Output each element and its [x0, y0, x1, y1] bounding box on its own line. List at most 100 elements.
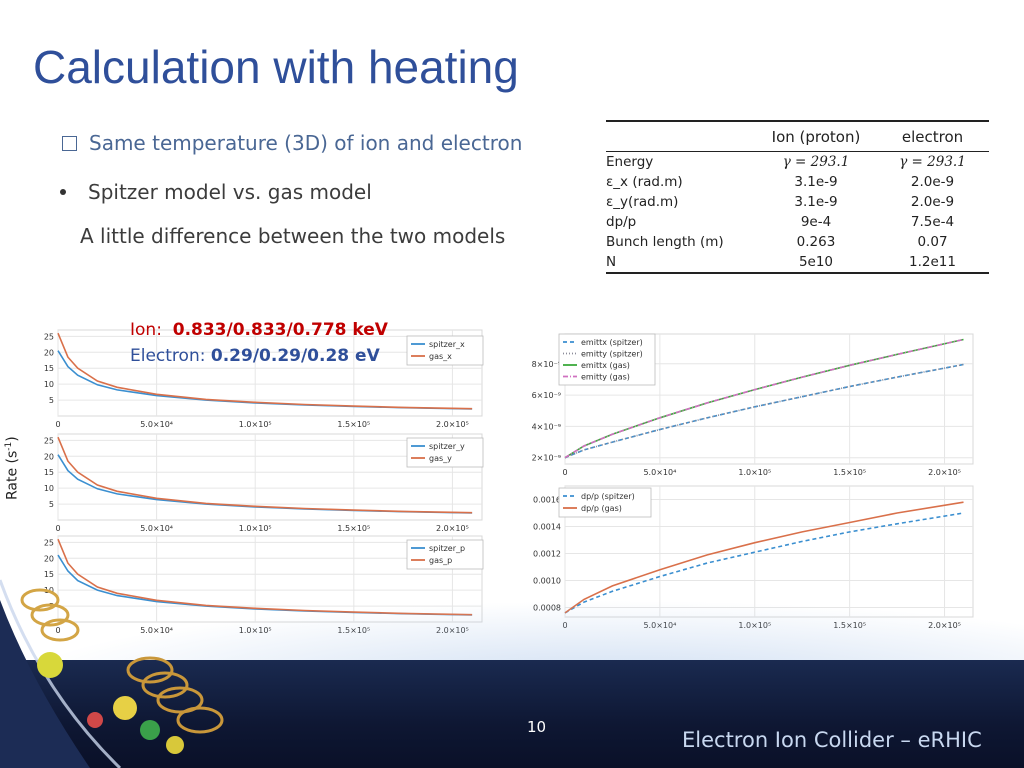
x-tick-label: 2.0×10⁵ — [436, 420, 469, 429]
ion-value: 0.833/0.833/0.778 keV — [172, 320, 388, 340]
rate-label-exponent: -1 — [4, 441, 14, 451]
x-tick-label: 1.0×10⁵ — [239, 524, 272, 533]
rate-label-close: ) — [4, 436, 21, 442]
x-tick-label: 1.5×10⁵ — [833, 468, 866, 477]
y-tick-label: 10 — [44, 484, 54, 493]
legend-entry: spitzer_y — [429, 442, 465, 451]
y-tick-label: 15 — [44, 468, 54, 477]
x-tick-label: 1.0×10⁵ — [738, 468, 771, 477]
series-line — [57, 436, 473, 514]
ion-label: Ion: — [130, 320, 162, 340]
y-tick-label: 0.0012 — [533, 550, 561, 559]
table-header: electron — [876, 120, 989, 152]
series-line — [57, 332, 473, 410]
x-tick-label: 5.0×10⁴ — [140, 420, 173, 429]
legend-entry: gas_p — [429, 556, 452, 565]
legend-entry: emittx (gas) — [581, 361, 630, 370]
parameter-table: Ion (proton) electron Energy γ = 293.1 γ =… — [606, 120, 989, 274]
y-tick-label: 0.0014 — [533, 523, 561, 532]
y-tick-label: 0.0016 — [533, 496, 561, 505]
table-row: dp/p 9e-4 7.5e-4 — [606, 212, 989, 232]
y-tick-label: 2×10⁻⁹ — [532, 454, 561, 463]
x-tick-label: 1.5×10⁵ — [337, 420, 370, 429]
table-row: N 5e10 1.2e11 — [606, 252, 989, 274]
y-tick-label: 25 — [44, 332, 54, 341]
y-tick-label: 6×10⁻⁹ — [532, 391, 561, 400]
bullet-spitzer-vs-gas: Spitzer model vs. gas model — [60, 180, 372, 204]
y-tick-label: 5 — [49, 396, 54, 405]
page-number: 10 — [527, 718, 547, 736]
brand-logo-text: Electron Ion Collider – eRHIC — [682, 728, 982, 752]
table-cell: 0.07 — [917, 233, 948, 250]
electron-label: Electron: — [130, 346, 206, 366]
x-tick-label: 1.5×10⁵ — [337, 524, 370, 533]
legend-entry: dp/p (spitzer) — [581, 492, 635, 501]
legend-entry: gas_x — [429, 352, 452, 361]
y-tick-label: 5 — [49, 500, 54, 509]
bullet-little-difference: A little difference between the two mode… — [80, 224, 506, 248]
x-tick-label: 0 — [55, 420, 60, 429]
y-tick-label: 8×10⁻⁹ — [532, 360, 561, 369]
table-cell: 3.1e-9 — [794, 193, 838, 210]
table-cell: 2.0e-9 — [910, 173, 955, 190]
table-cell: Energy — [606, 153, 654, 170]
table-cell: 7.5e-4 — [910, 213, 955, 230]
y-tick-label: 4×10⁻⁹ — [532, 422, 561, 431]
table-cell: 2.0e-9 — [910, 193, 955, 210]
y-tick-label: 20 — [44, 452, 54, 461]
table-cell: 3.1e-9 — [794, 173, 838, 190]
particle-coils-icon — [20, 588, 224, 754]
table-cell: 1.2e11 — [876, 252, 989, 274]
table-cell: ε_y(rad.m) — [606, 193, 679, 210]
electron-temperature: Electron: 0.29/0.29/0.28 eV — [130, 346, 380, 366]
y-tick-label: 10 — [44, 380, 54, 389]
rate-axis-label: Rate (s-1) — [4, 436, 21, 500]
x-tick-label: 5.0×10⁴ — [140, 524, 173, 533]
y-tick-label: 25 — [44, 436, 54, 445]
legend-entry: spitzer_p — [429, 544, 465, 553]
table-cell: 5e10 — [756, 252, 876, 274]
x-tick-label: 2.0×10⁵ — [436, 524, 469, 533]
footer-arc — [0, 579, 122, 768]
x-tick-label: 0 — [55, 524, 60, 533]
bullet-text: Same temperature (3D) of ion and electro… — [89, 131, 523, 155]
legend-box — [406, 335, 484, 366]
table-cell: 0.263 — [796, 233, 836, 250]
y-tick-label: 15 — [44, 364, 54, 373]
series-line — [564, 501, 964, 614]
series-line — [564, 512, 964, 614]
series-line — [564, 338, 964, 459]
chart-momentum-spread: 05.0×10⁴1.0×10⁵1.5×10⁵2.0×10⁵0.00080.001… — [533, 485, 974, 630]
chart-rate-x: 0 5.0×10⁴ 1.0×10⁵ 1.5×10⁵ 2.0×10⁵ 5 10 15 20 25 sp… — [44, 329, 484, 429]
footer-swoosh — [0, 600, 90, 768]
table-row: ε_y(rad.m) 3.1e-9 2.0e-9 — [606, 192, 989, 212]
y-tick-label: 0.0010 — [533, 577, 561, 586]
rate-label-text: Rate (s — [4, 450, 21, 500]
slide-title: Calculation with heating — [33, 41, 519, 93]
legend-entry: emittx (spitzer) — [581, 338, 643, 347]
legend-entry: emitty (gas) — [581, 373, 630, 382]
legend-entry: emitty (spitzer) — [581, 350, 643, 359]
legend-box — [406, 539, 484, 570]
table-cell: ε_x (rad.m) — [606, 173, 683, 190]
y-tick-label: 25 — [44, 538, 54, 547]
y-tick-label: 20 — [44, 348, 54, 357]
table-cell: 9e-4 — [800, 213, 832, 230]
ion-temperature: Ion: 0.833/0.833/0.778 keV — [130, 320, 388, 340]
table-cell: Bunch length (m) — [606, 233, 724, 250]
footer-decoration — [0, 579, 224, 768]
series-line — [564, 363, 964, 459]
y-tick-label: 20 — [44, 554, 54, 563]
x-tick-label: 2.0×10⁵ — [928, 468, 961, 477]
dot-bullet-icon — [60, 189, 66, 195]
x-tick-label: 1.0×10⁵ — [239, 420, 272, 429]
x-tick-label: 5.0×10⁴ — [643, 468, 676, 477]
table-row: Energy γ = 293.1 γ = 293.1 — [606, 152, 989, 173]
legend-box — [406, 437, 484, 468]
legend-box — [558, 487, 652, 518]
x-tick-label: 0 — [562, 468, 567, 477]
table-header — [606, 120, 756, 152]
legend-entry: dp/p (gas) — [581, 504, 622, 513]
table-cell: N — [606, 252, 756, 274]
table-cell: dp/p — [606, 213, 637, 230]
